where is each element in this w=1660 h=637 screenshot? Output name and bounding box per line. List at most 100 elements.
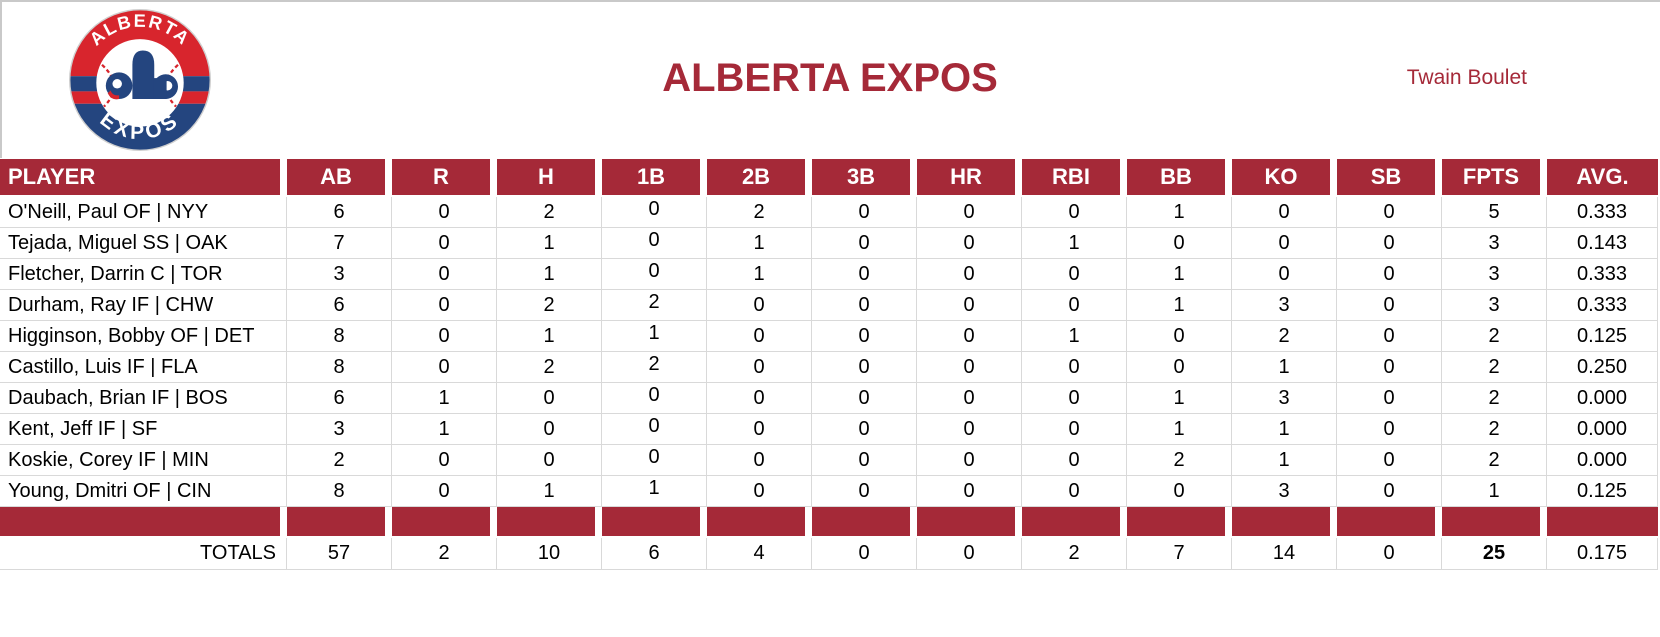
page-header: ALBERTA EXPOS ALBERTA EXPOS Twain Boulet [0,0,1660,159]
column-header-1b: 1B [602,159,707,197]
stat-cell-h: 2 [497,197,602,228]
stat-cell-bb: 1 [1127,259,1232,290]
column-header-rbi: RBI [1022,159,1127,197]
stat-cell-1b: 2 [602,352,707,383]
stat-cell-ab: 8 [287,352,392,383]
player-name-cell: Koskie, Corey IF | MIN [0,445,287,476]
stat-cell-ab: 7 [287,228,392,259]
stat-cell-sb: 0 [1337,228,1442,259]
stat-cell-3b: 0 [812,290,917,321]
column-header-fpts: FPTS [1442,159,1547,197]
total-cell-2b: 4 [707,538,812,570]
stat-cell-3b: 0 [812,228,917,259]
total-cell-1b: 6 [602,538,707,570]
stat-cell-ab: 6 [287,383,392,414]
stat-cell-bb: 0 [1127,228,1232,259]
stat-cell-h: 0 [497,383,602,414]
stat-cell-avg: 0.333 [1547,259,1658,290]
stat-cell-sb: 0 [1337,321,1442,352]
player-name-cell: Durham, Ray IF | CHW [0,290,287,321]
stat-cell-bb: 0 [1127,352,1232,383]
total-cell-h: 10 [497,538,602,570]
separator-cell [602,507,707,538]
totals-label: TOTALS [0,538,287,570]
stat-cell-rbi: 0 [1022,383,1127,414]
total-cell-rbi: 2 [1022,538,1127,570]
table-body: O'Neill, Paul OF | NYY 6 0 2 0 2 0 0 0 1 0 0 5 0.333 T… [0,197,1658,570]
stat-cell-sb: 0 [1337,383,1442,414]
column-header-2b: 2B [707,159,812,197]
page-title: ALBERTA EXPOS [662,56,998,100]
separator-cell [1547,507,1658,538]
stat-cell-sb: 0 [1337,259,1442,290]
stat-cell-bb: 0 [1127,321,1232,352]
stat-cell-ab: 2 [287,445,392,476]
stats-table: PLAYER AB R H 1B 2B 3B HR RBI BB KO SB F… [0,159,1658,570]
player-row: Young, Dmitri OF | CIN 8 0 1 1 0 0 0 0 0 3 0 1 0.125 [0,476,1658,507]
stat-cell-fpts: 5 [1442,197,1547,228]
stat-cell-h: 2 [497,352,602,383]
stat-cell-r: 0 [392,476,497,507]
total-cell-r: 2 [392,538,497,570]
stat-cell-h: 0 [497,445,602,476]
player-row: Daubach, Brian IF | BOS 6 1 0 0 0 0 0 0 1 3 0 2 0.000 [0,383,1658,414]
total-cell-bb: 7 [1127,538,1232,570]
separator-cell [1337,507,1442,538]
stat-cell-bb: 1 [1127,383,1232,414]
stat-cell-2b: 2 [707,197,812,228]
stat-cell-rbi: 1 [1022,321,1127,352]
stat-cell-sb: 0 [1337,197,1442,228]
column-header-sb: SB [1337,159,1442,197]
stat-cell-2b: 0 [707,383,812,414]
stat-cell-hr: 0 [917,321,1022,352]
stat-cell-avg: 0.000 [1547,414,1658,445]
stat-cell-1b: 0 [602,259,707,290]
total-cell-ko: 14 [1232,538,1337,570]
stat-cell-fpts: 1 [1442,476,1547,507]
stat-cell-ab: 8 [287,476,392,507]
stat-cell-avg: 0.143 [1547,228,1658,259]
stat-cell-ko: 1 [1232,352,1337,383]
stat-cell-sb: 0 [1337,352,1442,383]
stat-cell-rbi: 0 [1022,259,1127,290]
stat-cell-ab: 6 [287,197,392,228]
stat-cell-avg: 0.333 [1547,197,1658,228]
stat-cell-1b: 0 [602,445,707,476]
stat-cell-r: 0 [392,228,497,259]
stat-cell-r: 1 [392,414,497,445]
column-header-avg: AVG. [1547,159,1658,197]
stat-cell-hr: 0 [917,259,1022,290]
stat-cell-ko: 0 [1232,228,1337,259]
stat-cell-bb: 0 [1127,476,1232,507]
separator-row [0,507,1658,538]
stat-cell-r: 0 [392,445,497,476]
stat-cell-fpts: 2 [1442,383,1547,414]
stat-cell-hr: 0 [917,352,1022,383]
total-cell-avg: 0.175 [1547,538,1658,570]
player-name-cell: Tejada, Miguel SS | OAK [0,228,287,259]
stat-cell-h: 1 [497,476,602,507]
total-cell-3b: 0 [812,538,917,570]
player-row: Kent, Jeff IF | SF 3 1 0 0 0 0 0 0 1 1 0 2 0.000 [0,414,1658,445]
stat-cell-ko: 3 [1232,476,1337,507]
stat-cell-sb: 0 [1337,476,1442,507]
stat-cell-hr: 0 [917,383,1022,414]
separator-cell [1442,507,1547,538]
stat-cell-bb: 1 [1127,414,1232,445]
table-header-row: PLAYER AB R H 1B 2B 3B HR RBI BB KO SB F… [0,159,1658,197]
stat-cell-3b: 0 [812,259,917,290]
stat-cell-ko: 1 [1232,414,1337,445]
stat-cell-avg: 0.000 [1547,445,1658,476]
stat-cell-sb: 0 [1337,445,1442,476]
stat-cell-avg: 0.125 [1547,476,1658,507]
stat-cell-2b: 0 [707,476,812,507]
team-logo-icon: ALBERTA EXPOS [68,8,212,152]
player-row: O'Neill, Paul OF | NYY 6 0 2 0 2 0 0 0 1 0 0 5 0.333 [0,197,1658,228]
stat-cell-rbi: 0 [1022,290,1127,321]
column-header-bb: BB [1127,159,1232,197]
stat-cell-r: 0 [392,321,497,352]
stat-cell-hr: 0 [917,197,1022,228]
separator-cell [1232,507,1337,538]
stat-cell-h: 1 [497,321,602,352]
stat-cell-r: 0 [392,290,497,321]
